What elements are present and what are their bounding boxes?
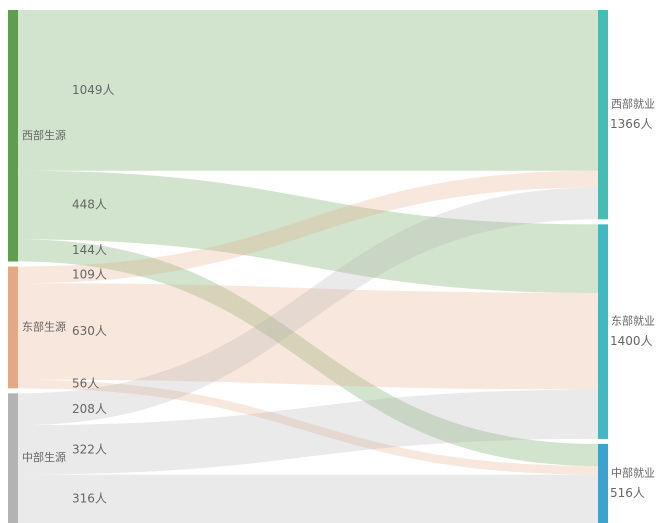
link — [18, 474, 598, 523]
node — [598, 443, 608, 523]
link — [18, 239, 598, 466]
link-label: 144人 — [72, 243, 107, 257]
link-label: 316人 — [72, 491, 107, 505]
link — [18, 187, 598, 426]
link-label: 1049人 — [72, 83, 115, 97]
node-value-label: 516人 — [610, 486, 645, 500]
node-label: 中部生源 — [22, 450, 66, 464]
link-label: 109人 — [72, 267, 107, 281]
node-label: 西部就业 — [611, 97, 655, 111]
node — [598, 224, 608, 439]
link — [18, 170, 598, 294]
node — [8, 266, 18, 389]
node — [8, 10, 18, 262]
link-label: 322人 — [72, 442, 107, 456]
link — [18, 10, 598, 171]
node-label: 中部就业 — [611, 465, 655, 479]
link — [18, 283, 598, 390]
link-label: 208人 — [72, 402, 107, 416]
link-label: 56人 — [72, 377, 99, 391]
link — [18, 389, 598, 475]
node-label: 西部生源 — [22, 128, 66, 142]
node-value-label: 1400人 — [610, 334, 653, 348]
node — [8, 393, 18, 523]
link — [18, 170, 598, 284]
node — [598, 10, 608, 220]
node-label: 东部就业 — [611, 314, 655, 328]
node-value-label: 1366人 — [610, 117, 653, 131]
link — [18, 379, 598, 475]
node-label: 东部生源 — [22, 319, 66, 333]
link-label: 630人 — [72, 324, 107, 338]
link-label: 448人 — [72, 198, 107, 212]
